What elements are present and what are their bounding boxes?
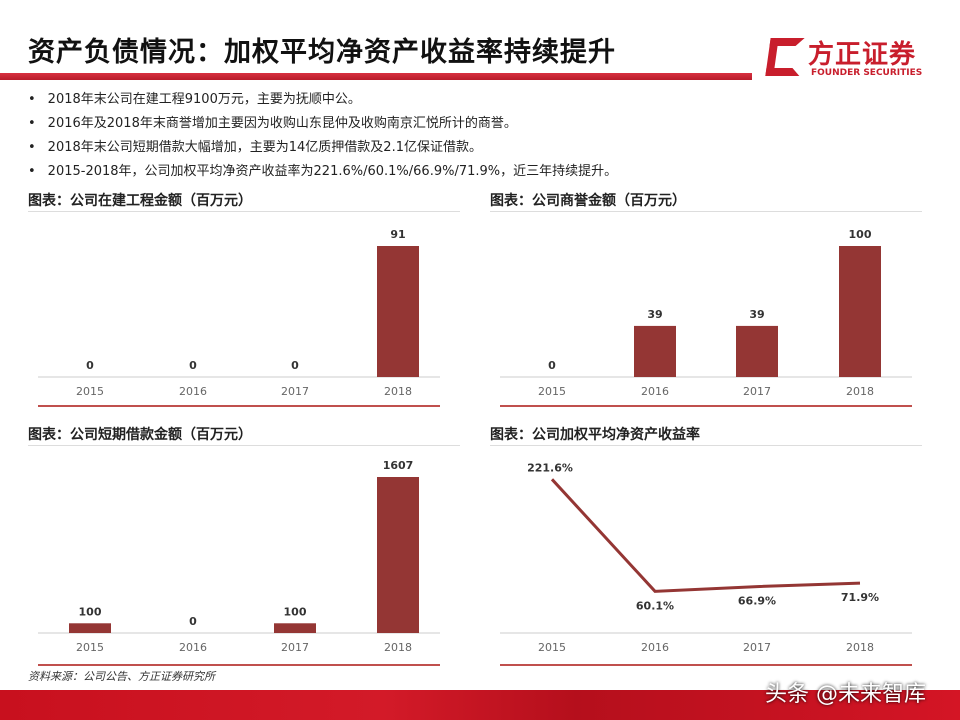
chart-svg: 0 2015 39 2016 39 2017 100 2018: [500, 228, 912, 407]
x-tick-label: 2018: [846, 641, 874, 654]
bullet-item: 2018年末公司在建工程9100万元，主要为抚顺中公。: [28, 88, 617, 112]
x-tick-label: 2016: [179, 385, 207, 398]
bar-2018: [377, 477, 419, 633]
bar-2017: [736, 325, 778, 377]
x-tick-label: 2018: [384, 641, 412, 654]
bar-2018: [377, 246, 419, 377]
data-label: 0: [86, 359, 94, 372]
x-tick-label: 2015: [538, 641, 566, 654]
chart-title: 图表：公司短期借款金额（百万元）: [28, 424, 460, 446]
x-tick-label: 2017: [743, 385, 771, 398]
source-note: 资料来源：公司公告、方正证券研究所: [28, 670, 215, 683]
data-label: 39: [749, 308, 764, 321]
data-label: 1607: [383, 459, 414, 472]
data-label: 66.9%: [738, 595, 776, 608]
roe-line: [550, 478, 861, 593]
data-label: 100: [79, 605, 102, 618]
x-tick-label: 2017: [281, 641, 309, 654]
chart-title: 图表：公司在建工程金额（百万元）: [28, 190, 460, 212]
data-label: 39: [647, 308, 662, 321]
logo-cn: 方正证券: [808, 40, 917, 70]
x-tick-label: 2015: [76, 641, 104, 654]
bullet-list: 2018年末公司在建工程9100万元，主要为抚顺中公。 2016年及2018年末…: [28, 88, 617, 184]
data-label: 71.9%: [841, 591, 879, 604]
chart-title: 图表：公司商誉金额（百万元）: [490, 190, 922, 212]
x-tick-label: 2015: [538, 385, 566, 398]
watermark: 头条 @未来智库: [765, 682, 926, 707]
data-label: 0: [548, 359, 556, 372]
chart-svg: 221.6% 2015 60.1% 2016 66.9% 2017 71.9% 2018: [500, 461, 912, 666]
chart-roe: 图表：公司加权平均净资产收益率 221.6% 2015 60.1% 2016 66.9%…: [490, 424, 922, 666]
data-label: 221.6%: [527, 461, 573, 474]
bar-2015: [69, 623, 111, 633]
bar-2016: [634, 325, 676, 377]
data-label: 100: [284, 605, 307, 618]
x-tick-label: 2017: [743, 641, 771, 654]
bar-2018: [839, 246, 881, 377]
chart-goodwill: 图表：公司商誉金额（百万元） 0 2015 39 2016 39 2017 100 2018: [490, 190, 922, 407]
bar-2017: [274, 623, 316, 633]
data-label: 60.1%: [636, 599, 674, 612]
bullet-item: 2016年及2018年末商誉增加主要因为收购山东昆仲及收购南京汇悦所计的商誉。: [28, 112, 617, 136]
data-label: 0: [189, 359, 197, 372]
chart-title: 图表：公司加权平均净资产收益率: [490, 424, 922, 446]
x-tick-label: 2016: [641, 385, 669, 398]
logo-mark-icon: [765, 38, 805, 76]
data-label: 0: [189, 615, 197, 628]
logo-en: FOUNDER SECURITIES: [811, 68, 923, 78]
data-label: 100: [849, 228, 872, 241]
data-label: 91: [390, 228, 405, 241]
x-tick-label: 2016: [641, 641, 669, 654]
chart-short-loans: 图表：公司短期借款金额（百万元） 100 2015 0 2016 100 2017 1607…: [28, 424, 460, 666]
bullet-item: 2018年末公司短期借款大幅增加，主要为14亿质押借款及2.1亿保证借款。: [28, 136, 617, 160]
bullet-item: 2015-2018年，公司加权平均净资产收益率为221.6%/60.1%/66.…: [28, 160, 617, 184]
title-divider: [0, 73, 752, 80]
x-tick-label: 2018: [846, 385, 874, 398]
x-tick-label: 2015: [76, 385, 104, 398]
x-tick-label: 2018: [384, 385, 412, 398]
data-label: 0: [291, 359, 299, 372]
chart-construction: 图表：公司在建工程金额（百万元） 0 2015 0 2016 0 2017 91 2018: [28, 190, 460, 407]
x-tick-label: 2016: [179, 641, 207, 654]
chart-svg: 100 2015 0 2016 100 2017 1607 2018: [38, 459, 440, 666]
chart-svg: 0 2015 0 2016 0 2017 91 2018: [38, 228, 440, 407]
page-title: 资产负债情况：加权平均净资产收益率持续提升: [28, 37, 616, 68]
founder-logo: 方正证券 FOUNDER SECURITIES: [765, 34, 933, 82]
x-tick-label: 2017: [281, 385, 309, 398]
footer-band: [0, 690, 960, 720]
